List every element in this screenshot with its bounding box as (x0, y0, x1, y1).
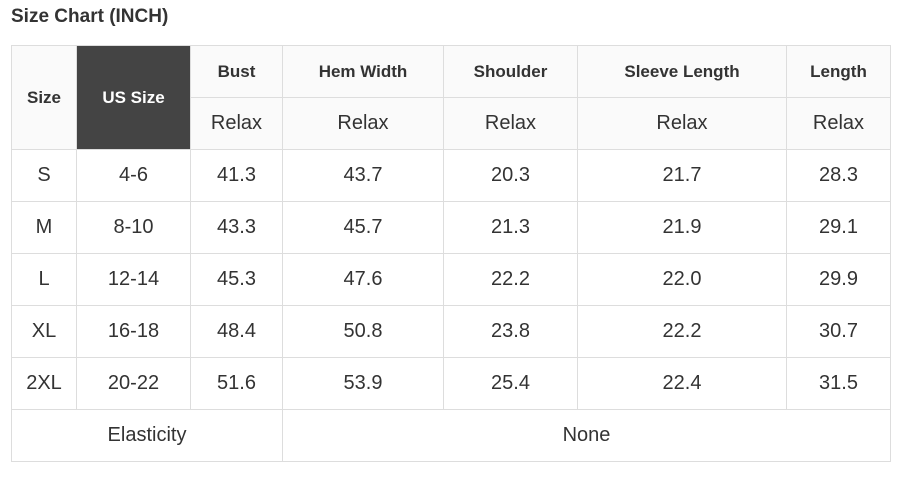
table-cell: 43.3 (190, 201, 283, 254)
table-cell: 21.7 (577, 149, 787, 202)
table-cell: 22.2 (443, 253, 578, 306)
table-cell: 2XL (11, 357, 77, 410)
table-cell: 28.3 (786, 149, 891, 202)
header-cell: Hem Width (282, 45, 444, 98)
table-row: M 8-10 43.3 45.7 21.3 21.9 29.1 (11, 201, 891, 254)
table-cell: L (11, 253, 77, 306)
table-cell: 31.5 (786, 357, 891, 410)
table-cell: 29.1 (786, 201, 891, 254)
table-cell: 22.2 (577, 305, 787, 358)
title: Size Chart (INCH) (11, 6, 169, 27)
footer-label: Elasticity (11, 409, 283, 462)
table-cell: 20-22 (76, 357, 191, 410)
table-cell: 30.7 (786, 305, 891, 358)
table-cell: 47.6 (282, 253, 444, 306)
table-cell: 22.4 (577, 357, 787, 410)
table-cell: 4-6 (76, 149, 191, 202)
table-row: L 12-14 45.3 47.6 22.2 22.0 29.9 (11, 253, 891, 306)
table-cell: 45.7 (282, 201, 444, 254)
table-cell: 16-18 (76, 305, 191, 358)
table-cell: XL (11, 305, 77, 358)
footer-value: None (282, 409, 891, 462)
table-cell: 51.6 (190, 357, 283, 410)
header-cell: Bust (190, 45, 283, 98)
header-cell: Sleeve Length (577, 45, 787, 98)
subheader-cell: Relax (190, 97, 283, 150)
size-table: Size US Size Bust Hem Width Shoulder Sleeve L… (11, 45, 891, 462)
table-row: Size US Size Bust Hem Width Shoulder Sleeve L… (11, 45, 891, 150)
header-cell: Length (786, 45, 891, 98)
table-cell: 43.7 (282, 149, 444, 202)
subheader-cell: Relax (282, 97, 444, 150)
table-row: S 4-6 41.3 43.7 20.3 21.7 28.3 (11, 149, 891, 202)
table-cell: 53.9 (282, 357, 444, 410)
table-row: XL 16-18 48.4 50.8 23.8 22.2 30.7 (11, 305, 891, 358)
table-cell: 48.4 (190, 305, 283, 358)
table-cell: 20.3 (443, 149, 578, 202)
table-cell: 21.3 (443, 201, 578, 254)
header-cell: Shoulder (443, 45, 578, 98)
table-cell: 23.8 (443, 305, 578, 358)
subheader-cell: Relax (443, 97, 578, 150)
table-cell: 21.9 (577, 201, 787, 254)
table-cell: 45.3 (190, 253, 283, 306)
table-cell: S (11, 149, 77, 202)
table-cell: 50.8 (282, 305, 444, 358)
header-cell: Size (11, 45, 77, 150)
table-cell: 12-14 (76, 253, 191, 306)
table-row: Elasticity None (11, 409, 891, 462)
table-cell: M (11, 201, 77, 254)
table-cell: 8-10 (76, 201, 191, 254)
table-cell: 25.4 (443, 357, 578, 410)
subheader-cell: Relax (786, 97, 891, 150)
subheader-cell: Relax (577, 97, 787, 150)
header-cell: US Size (76, 45, 191, 150)
table-row: Relax Relax Relax Relax Relax (12, 97, 891, 150)
table-cell: 41.3 (190, 149, 283, 202)
table-cell: 22.0 (577, 253, 787, 306)
table-cell: 29.9 (786, 253, 891, 306)
table-row: 2XL 20-22 51.6 53.9 25.4 22.4 31.5 (11, 357, 891, 410)
